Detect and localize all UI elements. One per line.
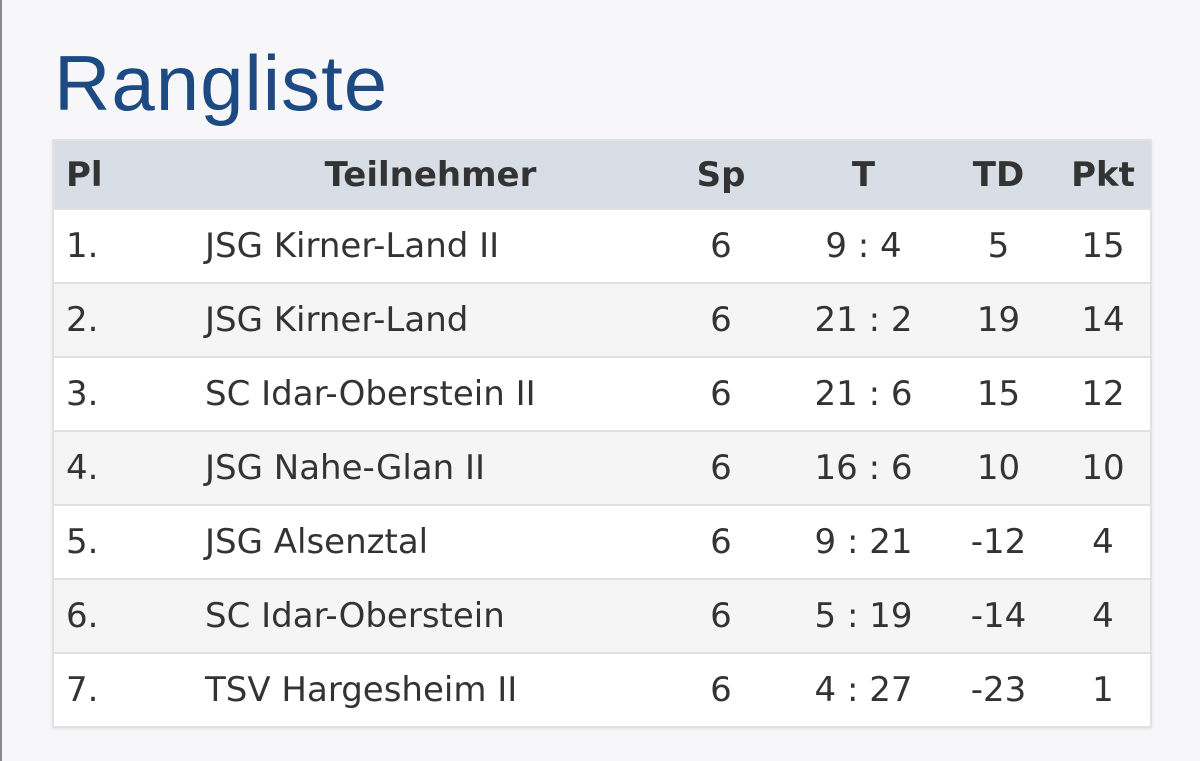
table-cell: 19 xyxy=(941,283,1056,358)
table-cell: 12 xyxy=(1056,357,1151,432)
table-cell: 5 xyxy=(941,209,1056,284)
column-header: Pl xyxy=(53,140,191,210)
page-title: Rangliste xyxy=(54,39,389,127)
table-cell: 16 : 6 xyxy=(786,431,941,506)
table-row: 2. JSG Kirner-Land 6 21 : 2 19 14 xyxy=(53,283,1151,358)
table-cell: 9 : 4 xyxy=(786,209,941,284)
table-cell: 4 xyxy=(1056,579,1151,654)
table-cell: -12 xyxy=(941,505,1056,580)
table-cell: 10 xyxy=(1056,431,1151,506)
table-body: 1. JSG Kirner-Land II 6 9 : 4 5 15 2. JSG Kirne… xyxy=(53,209,1151,728)
table-cell: 1. xyxy=(53,209,191,284)
table-cell: 6 xyxy=(656,579,786,654)
table-row: 3. SC Idar-Oberstein II 6 21 : 6 15 12 xyxy=(53,357,1151,432)
table-cell: 21 : 2 xyxy=(786,283,941,358)
table-cell: 6. xyxy=(53,579,191,654)
table-row: 7. TSV Hargesheim II 6 4 : 27 -23 1 xyxy=(53,653,1151,728)
table-row: 4. JSG Nahe-Glan II 6 16 : 6 10 10 xyxy=(53,431,1151,506)
table-cell: 14 xyxy=(1056,283,1151,358)
table-cell: 15 xyxy=(941,357,1056,432)
table-cell: JSG Kirner-Land II xyxy=(191,209,656,284)
table-cell: 15 xyxy=(1056,209,1151,284)
table-cell: SC Idar-Oberstein xyxy=(191,579,656,654)
table-cell: 3. xyxy=(53,357,191,432)
table-row: 6. SC Idar-Oberstein 6 5 : 19 -14 4 xyxy=(53,579,1151,654)
column-header: T xyxy=(786,140,941,210)
table-cell: 6 xyxy=(656,431,786,506)
table-cell: SC Idar-Oberstein II xyxy=(191,357,656,432)
window-edge xyxy=(0,0,2,761)
table-cell: 4 xyxy=(1056,505,1151,580)
table-cell: JSG Kirner-Land xyxy=(191,283,656,358)
table-cell: 4. xyxy=(53,431,191,506)
table-row: 1. JSG Kirner-Land II 6 9 : 4 5 15 xyxy=(53,209,1151,284)
table-cell: 6 xyxy=(656,505,786,580)
table-cell: 21 : 6 xyxy=(786,357,941,432)
table-cell: 6 xyxy=(656,653,786,728)
table-cell: 1 xyxy=(1056,653,1151,728)
table-cell: 9 : 21 xyxy=(786,505,941,580)
column-header: Teilnehmer xyxy=(191,140,656,210)
table-cell: -23 xyxy=(941,653,1056,728)
table-cell: -14 xyxy=(941,579,1056,654)
table-cell: 6 xyxy=(656,357,786,432)
column-header: Pkt xyxy=(1056,140,1151,210)
table-cell: 6 xyxy=(656,283,786,358)
table-cell: JSG Alsenztal xyxy=(191,505,656,580)
table-cell: 5. xyxy=(53,505,191,580)
column-header: Sp xyxy=(656,140,786,210)
table-cell: 7. xyxy=(53,653,191,728)
table-cell: TSV Hargesheim II xyxy=(191,653,656,728)
table-cell: 10 xyxy=(941,431,1056,506)
table-cell: 2. xyxy=(53,283,191,358)
column-header: TD xyxy=(941,140,1056,210)
ranking-table: Pl Teilnehmer Sp T TD Pkt 1. JSG Kirner-Land I… xyxy=(52,139,1152,728)
table-cell: JSG Nahe-Glan II xyxy=(191,431,656,506)
table-cell: 6 xyxy=(656,209,786,284)
table-row: 5. JSG Alsenztal 6 9 : 21 -12 4 xyxy=(53,505,1151,580)
table-cell: 4 : 27 xyxy=(786,653,941,728)
header-row: Pl Teilnehmer Sp T TD Pkt xyxy=(53,140,1151,210)
table-cell: 5 : 19 xyxy=(786,579,941,654)
